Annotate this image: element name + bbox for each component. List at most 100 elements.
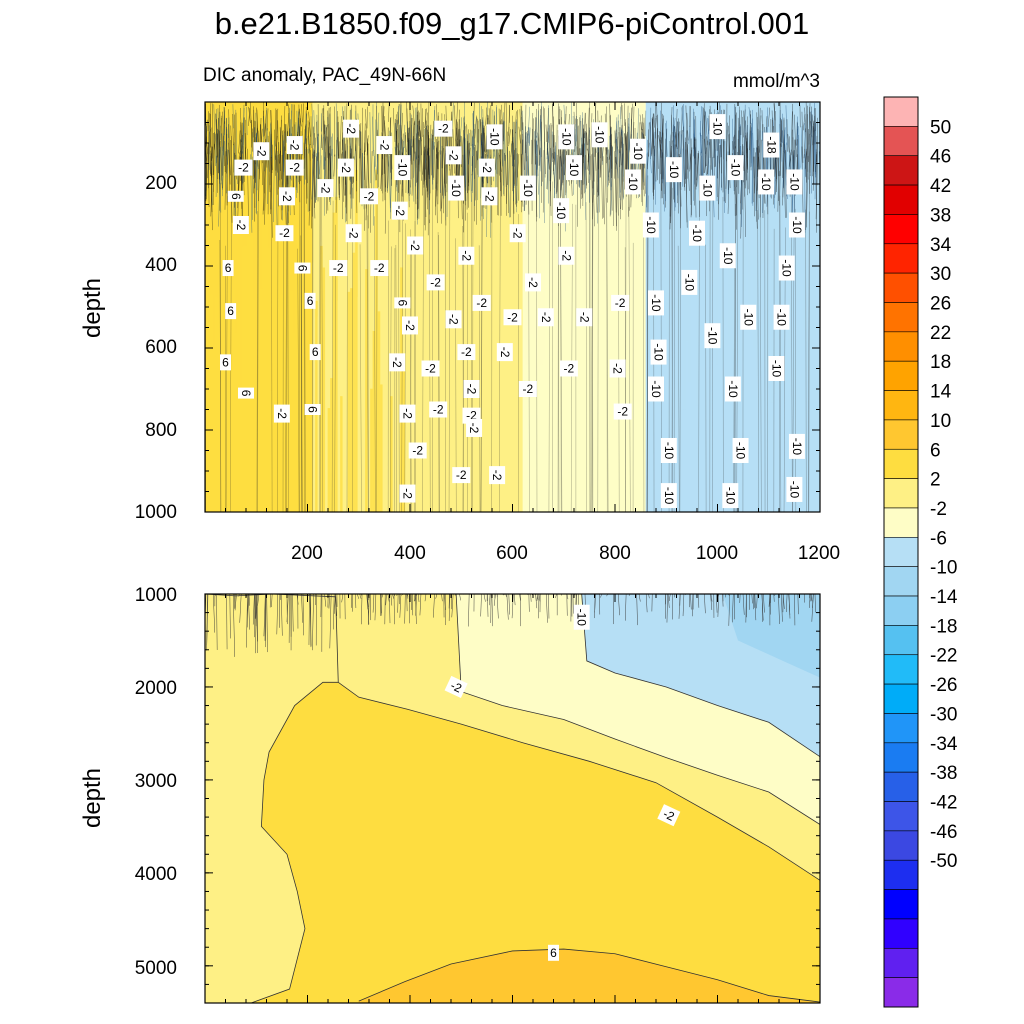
- contour-label-box: [489, 466, 506, 485]
- contour-line: [372, 594, 375, 613]
- contour-line: [280, 115, 282, 171]
- contour-line: [321, 108, 323, 149]
- contour-line: [304, 129, 306, 512]
- contour-label: -10: [704, 323, 721, 349]
- contour-line: [767, 107, 770, 127]
- contour-line: [468, 594, 470, 627]
- field-streak: [497, 286, 501, 512]
- contour-line: [646, 195, 649, 512]
- contour-line: [305, 106, 308, 184]
- colorbar-label: -6: [930, 528, 947, 549]
- contour-label: -10: [648, 376, 664, 402]
- contour-line: [661, 118, 664, 144]
- contour-line: [412, 139, 415, 202]
- field-streak: [675, 263, 679, 512]
- colorbar-label: -42: [930, 793, 957, 814]
- contour-line: [359, 594, 362, 599]
- contour-line: [302, 103, 304, 135]
- colorbar-swatch: [883, 683, 919, 714]
- contour-line: [813, 127, 815, 165]
- contour-label-box: [722, 483, 739, 509]
- contour-line: [399, 104, 402, 163]
- field-streak: [302, 259, 306, 512]
- contour-line: [385, 594, 387, 606]
- field-streak: [522, 286, 526, 512]
- contour-line: [333, 154, 336, 177]
- contour-label-text: -2: [480, 162, 494, 173]
- contour-label-box: [650, 339, 667, 365]
- contour-line: [527, 127, 530, 144]
- contour-line: [425, 112, 428, 183]
- contour-label-box: [591, 122, 608, 148]
- contour-label: 6: [220, 354, 231, 371]
- contour-label-box: [238, 387, 254, 399]
- field-streak: [783, 208, 786, 512]
- contour-line: [658, 135, 661, 151]
- contour-line: [282, 133, 285, 193]
- contour-label-text: -10: [787, 173, 801, 191]
- contour-line: [436, 154, 438, 224]
- field-streak: [367, 353, 371, 512]
- contour-label-text: -2: [617, 405, 628, 419]
- contour-label-text: -10: [769, 360, 783, 378]
- field-streak: [565, 290, 568, 512]
- contour-label-box: [408, 442, 427, 459]
- contour-line: [321, 155, 323, 512]
- field-streak: [753, 348, 756, 512]
- contour-line: [256, 594, 258, 642]
- contour-label-text: -2: [526, 277, 540, 288]
- contour-label-text: 6: [222, 355, 229, 369]
- contour-line: [284, 131, 287, 197]
- contour-label: -2: [399, 484, 416, 503]
- contour-line: [787, 134, 790, 153]
- field-streak: [242, 246, 246, 512]
- contour-label-box: [763, 132, 780, 158]
- field-streak: [673, 185, 676, 512]
- field-streak: [447, 215, 451, 512]
- colorbar-swatch: [883, 214, 919, 245]
- contour-line: [478, 245, 481, 512]
- colorbar-swatch: [883, 625, 919, 656]
- colorbar-label: -26: [930, 675, 957, 696]
- contour-label-text: -10: [567, 159, 581, 177]
- contour-line: [424, 151, 428, 231]
- contour-line: [324, 594, 327, 607]
- contour-label-text: -2: [408, 240, 422, 251]
- contour-label-box: [421, 360, 440, 377]
- field-streak: [267, 248, 271, 512]
- field-streak: [360, 341, 363, 512]
- lower-contour-labels: -2 -2 -10 6: [444, 604, 681, 961]
- colorbar-swatch: [883, 507, 919, 538]
- contour-label-box: [786, 169, 803, 195]
- contour-line: [489, 594, 491, 606]
- contour-line: [566, 594, 569, 600]
- contour-line: [732, 594, 734, 623]
- colorbar-swatch: [883, 654, 919, 685]
- contour-line: [287, 140, 289, 224]
- upper-panel: -2-2-2-2-2 -10 -10 -10-10-10-10-18-2 -2 -2 -10…: [79, 65, 840, 564]
- field-streak: [788, 347, 791, 512]
- contour-line: [431, 129, 434, 180]
- contour-line: [707, 117, 709, 135]
- contour-line: [805, 209, 807, 512]
- contour-line: [555, 594, 557, 599]
- contour-line: [682, 130, 685, 188]
- contour-line: [221, 146, 223, 185]
- contour-label-box: [391, 201, 408, 220]
- contour-label: -2: [360, 188, 378, 205]
- contour-line: [312, 126, 314, 159]
- contour-line: [440, 150, 442, 212]
- contour-line: [664, 594, 667, 605]
- contour-label-text: -10: [626, 173, 640, 191]
- contour-line: [704, 147, 707, 173]
- contour-line: [478, 103, 480, 178]
- contour-line: [507, 146, 510, 218]
- contour-line: [636, 594, 638, 626]
- field-streak: [635, 401, 638, 512]
- contour-label: -10: [727, 155, 744, 181]
- field-streak: [512, 396, 516, 512]
- contour-line: [649, 142, 652, 174]
- field-streak: [535, 376, 538, 512]
- contour-line: [277, 120, 280, 190]
- contour-line: [242, 117, 244, 154]
